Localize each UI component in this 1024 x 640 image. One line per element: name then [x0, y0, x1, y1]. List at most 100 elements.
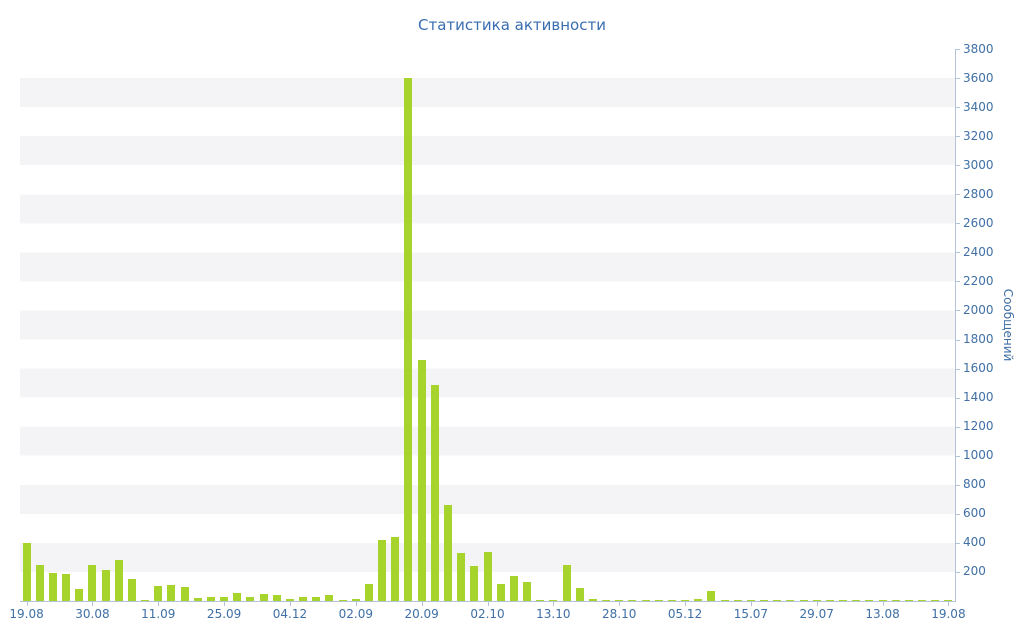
x-tick-label: 04.12: [272, 607, 308, 621]
y-axis-tick: [955, 484, 960, 486]
bar: [839, 599, 848, 601]
y-tick-label: 3200: [963, 128, 994, 143]
bar: [88, 565, 97, 601]
y-axis-tick: [955, 165, 960, 167]
bar: [852, 599, 861, 601]
plot-area: [20, 49, 956, 602]
y-tick-label: 3000: [963, 157, 994, 172]
x-axis-tick: [948, 602, 950, 606]
x-tick-label: 28.10: [602, 607, 637, 621]
x-axis-tick: [421, 602, 423, 606]
bar: [351, 599, 360, 601]
bar: [299, 597, 308, 601]
x-tick-label: 13.10: [536, 607, 571, 621]
bar: [404, 78, 413, 601]
bar: [628, 600, 637, 601]
bar: [470, 566, 479, 601]
y-axis-tick: [955, 571, 960, 573]
chart-title: Статистика активности: [418, 16, 606, 34]
bar: [733, 600, 742, 601]
y-tick-label: 2200: [963, 273, 994, 288]
bar: [760, 600, 769, 601]
x-axis-tick: [619, 602, 621, 606]
y-tick-label: 600: [963, 506, 986, 521]
y-axis-tick: [955, 339, 960, 341]
y-tick-label: 1000: [963, 448, 994, 463]
bar: [62, 574, 71, 601]
bar: [496, 583, 505, 601]
bar: [180, 587, 189, 601]
bar: [654, 600, 663, 601]
bar: [707, 590, 716, 601]
bar: [391, 537, 400, 601]
bar: [773, 600, 782, 601]
y-axis-tick: [955, 194, 960, 196]
bar: [127, 579, 136, 601]
bar: [193, 598, 202, 601]
y-tick-label: 1400: [963, 390, 994, 405]
bar: [246, 597, 255, 601]
x-axis-tick: [224, 602, 226, 606]
x-tick-label: 11.09: [141, 607, 176, 621]
x-axis-tick: [750, 602, 752, 606]
bar: [364, 583, 373, 601]
x-axis-tick: [355, 602, 357, 606]
bar: [35, 564, 44, 601]
y-axis-tick: [955, 49, 960, 50]
bar: [918, 600, 927, 601]
y-axis-tick: [955, 310, 960, 312]
bar: [22, 542, 31, 601]
y-tick-label: 2600: [963, 215, 994, 230]
bar: [325, 595, 334, 601]
y-tick-label: 1200: [963, 419, 994, 434]
y-axis-tick: [955, 455, 960, 457]
y-tick-label: 1800: [963, 332, 994, 347]
bar: [523, 582, 531, 601]
y-tick-label: 2800: [963, 186, 994, 201]
bar: [75, 589, 84, 601]
bar: [48, 573, 57, 601]
x-axis-tick: [487, 602, 489, 606]
y-axis-tick: [955, 513, 960, 515]
y-axis-tick: [955, 136, 960, 138]
x-tick-label: 25.09: [206, 607, 242, 621]
bar: [615, 600, 624, 601]
bar: [812, 600, 821, 601]
x-axis-tick: [289, 602, 291, 606]
bar: [786, 600, 795, 601]
x-tick-label: 02.10: [470, 607, 505, 621]
x-axis-tick: [158, 602, 160, 606]
x-axis-tick: [26, 602, 28, 606]
bar: [562, 564, 571, 601]
bar: [378, 540, 387, 601]
bar: [312, 596, 321, 601]
bar: [430, 384, 439, 601]
x-tick-label: 05.12: [667, 607, 703, 621]
bar: [575, 587, 584, 601]
bar: [154, 586, 163, 601]
y-tick-label: 3400: [963, 99, 994, 114]
bar: [588, 598, 597, 601]
x-tick-label: 20.09: [404, 607, 439, 621]
x-axis-tick: [882, 602, 884, 606]
x-tick-label: 19.08: [9, 607, 44, 621]
bar: [509, 575, 518, 601]
y-tick-label: 1600: [963, 361, 994, 376]
y-axis-tick: [955, 397, 960, 399]
y-tick-label: 200: [963, 564, 986, 579]
bar: [114, 560, 123, 601]
bar: [904, 600, 913, 601]
y-tick-label: 2400: [963, 244, 994, 259]
y-tick-label: 2000: [963, 302, 994, 317]
y-axis-tick: [955, 281, 960, 283]
x-tick-label: 15.07: [733, 607, 769, 621]
y-axis-tick: [955, 223, 960, 225]
bar: [259, 594, 268, 601]
y-tick-label: 800: [963, 477, 986, 492]
bar: [233, 593, 242, 601]
bar: [694, 599, 703, 601]
y-axis-tick: [955, 542, 960, 544]
bar: [681, 599, 690, 601]
bar: [536, 599, 545, 601]
